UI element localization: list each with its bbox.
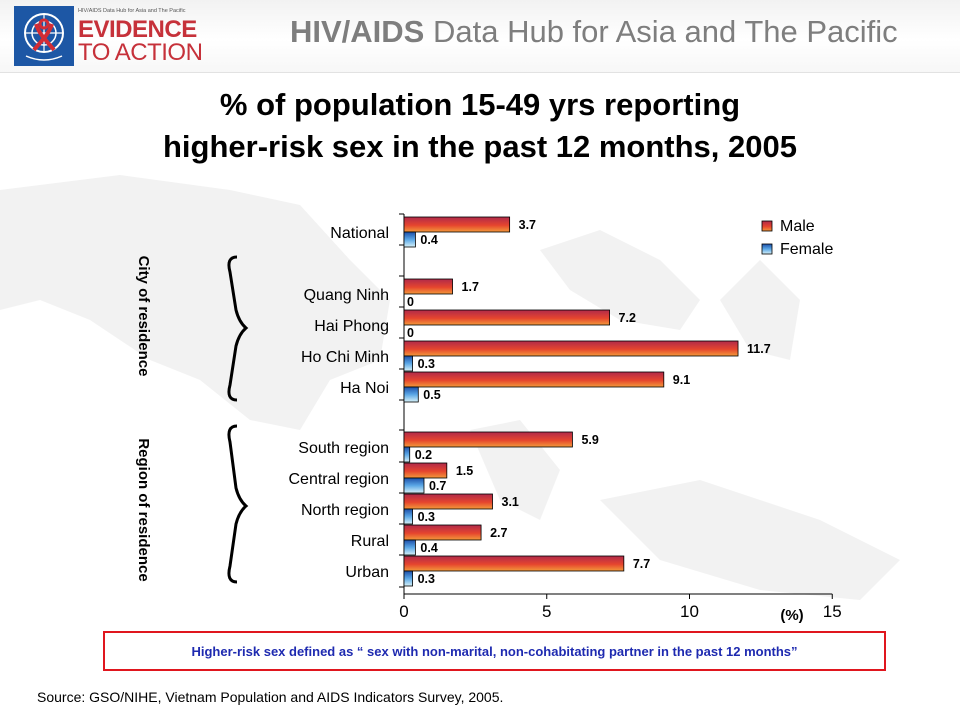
category-label: Urban bbox=[345, 564, 389, 581]
bar-female-label: 0.4 bbox=[420, 541, 437, 555]
x-tick-label: 0 bbox=[399, 602, 408, 621]
chart-bars: 3.7 0.4 1.7 0 7.2 0 11.7 0.3 9.1 0.5 5.9 0.2 1.5 0.7 3… bbox=[403, 216, 771, 587]
definition-box: Higher-risk sex defined as “ sex with no… bbox=[103, 631, 886, 671]
bar-male bbox=[403, 524, 482, 541]
x-tick-label: 10 bbox=[680, 602, 699, 621]
logo-subtitle: HIV/AIDS Data Hub for Asia and The Pacif… bbox=[78, 8, 186, 14]
category-label: Rural bbox=[351, 533, 389, 550]
chart-axes: 0 5 10 15 (%) National Quang Ninh Hai Phong Ho C… bbox=[289, 213, 842, 624]
bar-female-label: 0.7 bbox=[429, 479, 446, 493]
bar-male bbox=[403, 493, 493, 510]
bar-male-label: 1.7 bbox=[462, 280, 479, 294]
bar-male bbox=[403, 340, 739, 357]
hub-title-rest: Data Hub for Asia and The Pacific bbox=[424, 14, 898, 49]
bar-female bbox=[403, 570, 413, 587]
bar-female-label: 0.3 bbox=[418, 510, 435, 524]
bar-female bbox=[403, 539, 416, 556]
category-label: Central region bbox=[289, 471, 390, 488]
category-label: Hai Phong bbox=[314, 318, 389, 335]
legend-label-female: Female bbox=[780, 241, 833, 258]
bar-male-label: 3.7 bbox=[519, 218, 536, 232]
brace-city bbox=[227, 255, 249, 402]
bar-female bbox=[403, 231, 416, 248]
bar-female bbox=[403, 508, 413, 525]
x-tick-label: 5 bbox=[542, 602, 551, 621]
bar-male bbox=[403, 462, 448, 479]
bar-female-label: 0 bbox=[407, 326, 414, 340]
x-tick-label: 15 bbox=[823, 602, 842, 621]
bar-male-label: 5.9 bbox=[581, 433, 598, 447]
bar-male bbox=[403, 216, 511, 233]
bar-female bbox=[403, 446, 411, 463]
bar-female bbox=[403, 355, 413, 372]
un-emblem-icon bbox=[14, 6, 74, 66]
page-title: % of population 15-49 yrs reporting high… bbox=[0, 84, 960, 168]
definition-text: Higher-risk sex defined as “ sex with no… bbox=[191, 643, 798, 659]
bar-female-label: 0.5 bbox=[423, 388, 440, 402]
category-label: Ha Noi bbox=[340, 380, 389, 397]
title-line-2: higher-risk sex in the past 12 months, 2… bbox=[162, 129, 797, 164]
bar-male-label: 7.7 bbox=[633, 557, 650, 571]
category-label: North region bbox=[301, 502, 389, 519]
bar-female-label: 0 bbox=[407, 295, 414, 309]
bar-male bbox=[403, 278, 453, 295]
bar-male-label: 1.5 bbox=[456, 464, 473, 478]
bar-female-label: 0.3 bbox=[418, 357, 435, 371]
bar-male-label: 2.7 bbox=[490, 526, 507, 540]
bar-female-label: 0.2 bbox=[415, 448, 432, 462]
logo-text-evidence: EVIDENCE bbox=[78, 16, 197, 43]
evidence-to-action-logo[interactable]: HIV/AIDS Data Hub for Asia and The Pacif… bbox=[14, 6, 220, 66]
logo-text-to-action: TO ACTION bbox=[78, 39, 203, 66]
brace-region bbox=[227, 424, 249, 584]
group-label-city: City of residence bbox=[135, 256, 152, 377]
title-line-1: % of population 15-49 yrs reporting bbox=[219, 87, 741, 122]
bar-male bbox=[403, 371, 665, 388]
bar-male bbox=[403, 309, 610, 326]
category-label: Ho Chi Minh bbox=[301, 349, 389, 366]
bar-male-label: 7.2 bbox=[619, 311, 636, 325]
group-braces bbox=[227, 255, 249, 584]
legend-label-male: Male bbox=[780, 218, 815, 235]
background-map-shape bbox=[0, 175, 900, 600]
bar-female bbox=[403, 386, 419, 403]
header-bar: HIV/AIDS Data Hub for Asia and The Pacif… bbox=[0, 0, 960, 73]
bar-female-label: 0.4 bbox=[420, 233, 437, 247]
bar-male-label: 9.1 bbox=[673, 373, 690, 387]
bar-male bbox=[403, 555, 625, 572]
bar-male bbox=[403, 431, 573, 448]
category-label: Quang Ninh bbox=[304, 287, 389, 304]
bar-male-label: 3.1 bbox=[502, 495, 519, 509]
chart-legend: Male Female bbox=[761, 218, 833, 258]
category-label: National bbox=[330, 225, 389, 242]
legend-swatch-female bbox=[761, 243, 773, 255]
x-unit-label: (%) bbox=[780, 607, 803, 624]
hub-title: HIV/AIDS Data Hub for Asia and The Pacif… bbox=[290, 14, 898, 50]
bar-male-label: 11.7 bbox=[747, 342, 771, 356]
hub-title-bold: HIV/AIDS bbox=[290, 14, 425, 49]
group-label-region: Region of residence bbox=[135, 438, 152, 581]
bar-female-label: 0.3 bbox=[418, 572, 435, 586]
legend-swatch-male bbox=[761, 220, 773, 232]
bar-female bbox=[403, 477, 425, 494]
category-label: South region bbox=[298, 440, 389, 457]
source-note: Source: GSO/NIHE, Vietnam Population and… bbox=[37, 689, 504, 705]
